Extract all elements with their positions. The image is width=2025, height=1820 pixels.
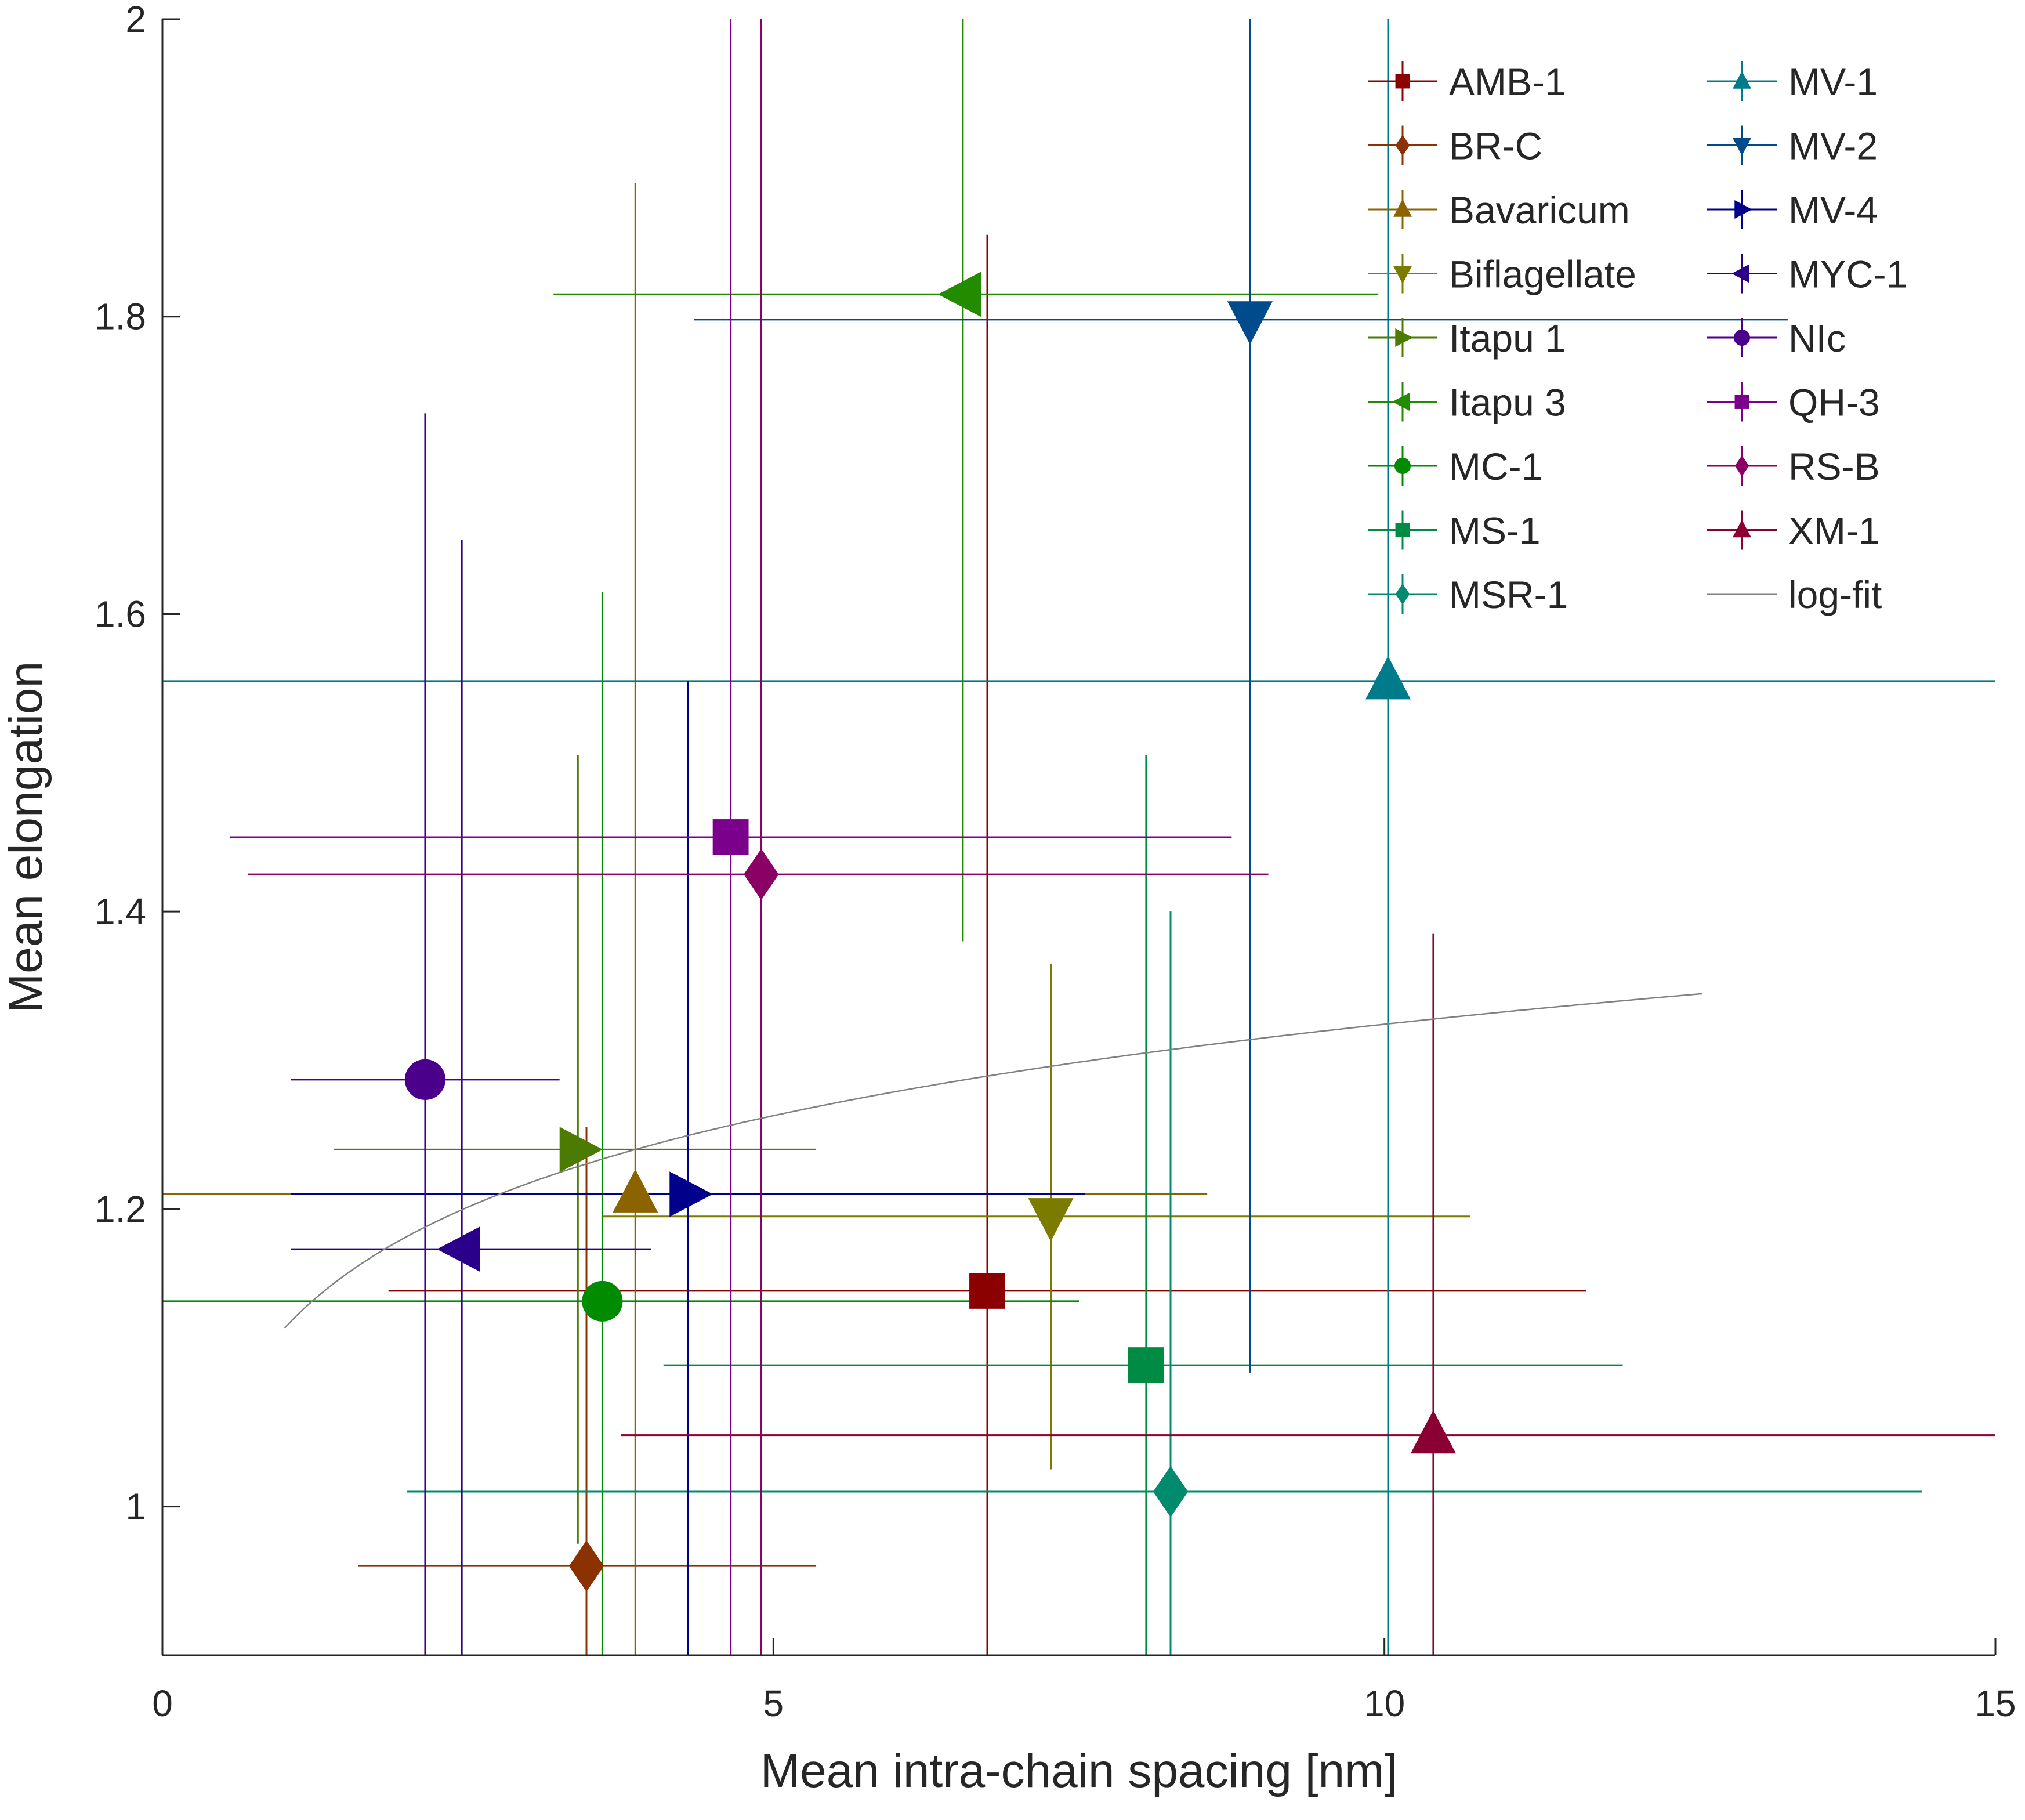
legend-label-mv-2: MV-2 [1788, 125, 1878, 168]
legend-label-rs-b: RS-B [1788, 445, 1880, 488]
y-axis-label: Mean elongation [0, 661, 52, 1013]
x-tick-label: 5 [763, 1682, 784, 1724]
point-mc-1 [582, 1280, 623, 1322]
point-ms-1 [1128, 1347, 1164, 1384]
point-mv-4 [669, 1171, 713, 1217]
legend-marker-amb-1 [1395, 74, 1410, 89]
legend-label-mv-1: MV-1 [1788, 60, 1878, 103]
legend-label-amb-1: AMB-1 [1449, 60, 1566, 103]
point-rs-b [744, 848, 779, 900]
y-tick-label: 1 [125, 1486, 146, 1528]
legend-label-nic: NIc [1788, 317, 1846, 360]
legend-marker-myc-1 [1731, 264, 1749, 283]
point-mv-1 [1365, 656, 1411, 700]
fit-layer [284, 993, 1702, 1329]
legend-marker-mv-4 [1734, 200, 1752, 219]
legend-marker-biflagellate [1393, 266, 1412, 284]
x-tick-label: 0 [152, 1682, 173, 1724]
y-tick-label: 1.8 [95, 296, 146, 338]
legend-marker-itapu-3 [1392, 392, 1410, 411]
point-qh-3 [712, 819, 749, 855]
point-itapu-1 [559, 1127, 603, 1173]
y-tick-label: 2 [125, 0, 146, 40]
legend-label-xm-1: XM-1 [1788, 509, 1880, 552]
legend-marker-nic [1734, 330, 1750, 346]
axes: 0 5 10 15 1 1.2 1.4 1.6 1.8 2 [95, 0, 2016, 1724]
y-tick-label: 1.4 [95, 891, 146, 932]
legend-label-biflagellate: Biflagellate [1449, 253, 1636, 296]
y-tick-label: 1.2 [95, 1188, 146, 1230]
legend-label-mv-4: MV-4 [1788, 189, 1878, 231]
legend-marker-qh-3 [1734, 395, 1749, 409]
legend-label-itapu-1: Itapu 1 [1449, 317, 1566, 360]
legend-label-ms-1: MS-1 [1449, 509, 1541, 552]
y-tick-label: 1.6 [95, 593, 146, 635]
point-bavaricum [613, 1169, 658, 1213]
x-tick-label: 10 [1364, 1682, 1405, 1724]
legend-marker-ms-1 [1395, 523, 1410, 537]
legend-label-br-c: BR-C [1449, 125, 1542, 168]
legend-label-bavaricum: Bavaricum [1449, 189, 1630, 231]
legend-label-qh-3: QH-3 [1788, 381, 1880, 424]
legend-label-log-fit: log-fit [1788, 573, 1882, 616]
legend-label-myc-1: MYC-1 [1788, 253, 1907, 296]
point-nic [404, 1059, 445, 1100]
point-biflagellate [1028, 1198, 1074, 1242]
legend-marker-mc-1 [1394, 458, 1411, 474]
point-mv-2 [1227, 301, 1273, 345]
legend-marker-xm-1 [1733, 519, 1751, 538]
point-amb-1 [969, 1272, 1005, 1309]
legend-marker-itapu-1 [1395, 328, 1413, 347]
errorbars-layer [162, 19, 1995, 1655]
legend-marker-msr-1 [1395, 584, 1410, 605]
x-tick-label: 15 [1975, 1682, 2016, 1724]
x-axis-label: Mean intra-chain spacing [nm] [760, 1745, 1397, 1797]
legend-marker-mv-2 [1733, 138, 1751, 156]
point-xm-1 [1410, 1410, 1456, 1454]
point-itapu-3 [937, 272, 981, 317]
point-msr-1 [1153, 1466, 1189, 1518]
markers-layer [404, 272, 1456, 1592]
legend-marker-rs-b [1734, 455, 1749, 477]
legend-label-mc-1: MC-1 [1449, 445, 1542, 488]
legend-marker-bavaricum [1393, 199, 1412, 217]
point-br-c [568, 1540, 604, 1592]
legend-marker-mv-1 [1733, 71, 1751, 89]
legend-label-itapu-3: Itapu 3 [1449, 381, 1566, 424]
legend-marker-br-c [1395, 135, 1410, 156]
legend-label-msr-1: MSR-1 [1449, 573, 1568, 616]
legend: AMB-1 BR-C Bavaricum Biflagellate Itapu 1 Ita… [1368, 60, 1907, 616]
log-fit-line [284, 993, 1702, 1329]
point-myc-1 [437, 1226, 480, 1272]
